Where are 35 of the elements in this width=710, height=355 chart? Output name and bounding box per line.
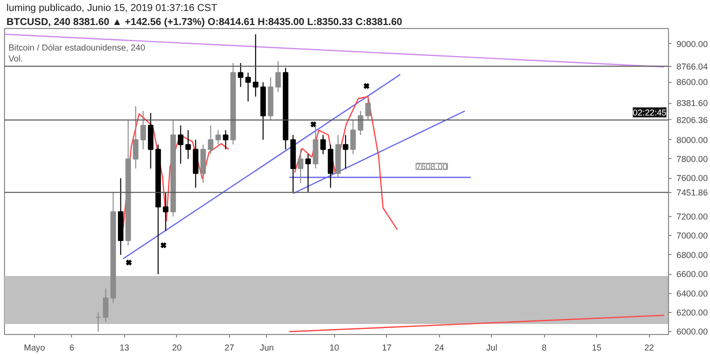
x-tick-label: 20	[172, 342, 182, 352]
chart-subtitle: luming publicado, Junio 15, 2019 01:37:16 CST	[6, 3, 218, 14]
y-tick-label: 7600.00	[676, 173, 708, 184]
ref-line-label: 8206.36	[676, 114, 708, 125]
y-tick-label: 8000.00	[676, 134, 708, 145]
x-tick-label: Mayo	[24, 342, 46, 352]
y-tick-label: 7000.00	[676, 230, 708, 241]
x-tick-label: 15	[592, 342, 602, 352]
y-tick-label: 8381.60	[676, 98, 708, 108]
y-tick-label: 6000.00	[676, 326, 708, 337]
y-tick-label: 6200.00	[676, 307, 708, 318]
ref-line-label: 8766.04	[676, 61, 708, 72]
x-tick-label: 6	[70, 342, 75, 352]
x-tick-label: 24	[434, 342, 444, 352]
y-tick-label: 7200.00	[676, 212, 708, 222]
x-tick-label: 27	[224, 342, 234, 352]
x-tick-label: 13	[120, 342, 130, 352]
x-tick-label: Jul	[486, 342, 498, 352]
x-tick-label: 17	[382, 342, 392, 352]
ref-line-label: 7451.86	[676, 187, 708, 198]
annotation: 02:22:45	[632, 107, 667, 118]
y-tick-label: 6600.00	[676, 269, 708, 280]
annotation: Vol.	[8, 54, 23, 64]
y-tick-label: 6400.00	[676, 288, 708, 298]
annotation: 7608.00	[416, 161, 448, 172]
y-tick-label: 6800.00	[676, 250, 708, 260]
x-tick-label: Jun	[260, 342, 274, 352]
y-tick-label: 9000.00	[676, 38, 708, 49]
chart-title: BTCUSD, 240 8381.60 ▲ +142.56 (+1.73%) O:8414.61 H:8435.00 L:8350.33 C:8381.60	[6, 17, 403, 28]
x-tick-label: 8	[542, 342, 547, 352]
y-tick-label: 8600.00	[676, 77, 708, 88]
annotation: Bitcoin / Dólar estadounidense, 240	[8, 42, 146, 52]
x-tick-label: 22	[644, 342, 654, 352]
x-tick-label: 10	[330, 342, 340, 352]
y-tick-label: 7800.00	[676, 154, 708, 164]
